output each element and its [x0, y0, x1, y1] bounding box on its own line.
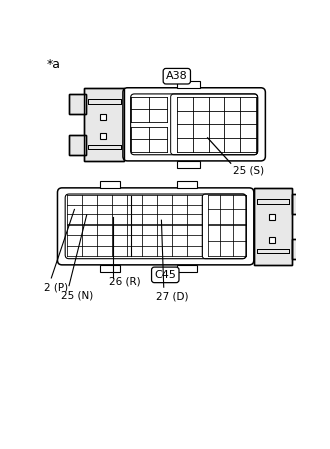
Bar [69, 135, 86, 155]
Text: 25 (S): 25 (S) [233, 166, 264, 176]
Bar [100, 181, 120, 188]
Bar [100, 114, 106, 120]
Bar [269, 237, 276, 243]
Bar [100, 265, 120, 272]
Bar [292, 194, 306, 214]
FancyBboxPatch shape [131, 94, 258, 155]
Bar [84, 88, 124, 161]
Bar [257, 199, 289, 204]
Bar [69, 94, 86, 114]
Bar [87, 145, 121, 150]
Text: 27 (D): 27 (D) [156, 292, 188, 302]
Bar [69, 135, 86, 155]
Bar [69, 94, 86, 114]
Bar [177, 161, 200, 168]
Bar [177, 265, 197, 272]
Text: *a: *a [47, 58, 61, 71]
Bar [177, 81, 200, 88]
Bar [87, 99, 121, 104]
Text: 25 (N): 25 (N) [61, 290, 94, 300]
FancyBboxPatch shape [57, 188, 254, 265]
Bar [87, 99, 121, 104]
Bar [254, 188, 292, 265]
Text: 2 (P): 2 (P) [44, 282, 68, 293]
Bar [257, 249, 289, 253]
Bar [257, 249, 289, 253]
Bar [292, 239, 306, 259]
Text: 26 (R): 26 (R) [109, 277, 141, 286]
Bar [100, 133, 106, 139]
Bar [269, 214, 276, 220]
Bar [87, 145, 121, 150]
Bar [177, 181, 197, 188]
Bar [292, 239, 306, 259]
Bar [84, 88, 124, 161]
FancyBboxPatch shape [123, 88, 265, 161]
FancyBboxPatch shape [65, 194, 246, 259]
Bar [254, 188, 292, 265]
Text: A38: A38 [166, 71, 188, 81]
Bar [257, 199, 289, 204]
Bar [292, 194, 306, 214]
Text: C45: C45 [154, 270, 176, 280]
